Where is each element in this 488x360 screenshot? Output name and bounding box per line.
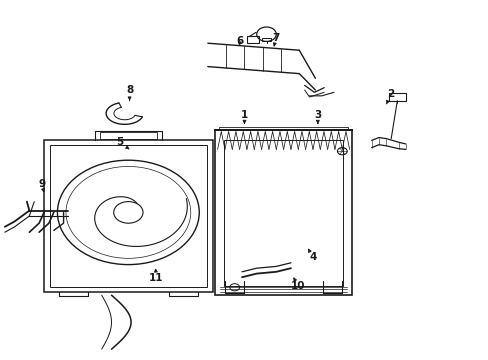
- Bar: [224, 140, 343, 286]
- Bar: [100, 132, 157, 139]
- Text: 4: 4: [308, 249, 316, 262]
- Bar: [219, 127, 347, 130]
- Bar: [246, 36, 258, 43]
- Text: 5: 5: [116, 137, 128, 149]
- Text: 3: 3: [314, 110, 321, 123]
- Text: 2: 2: [386, 89, 394, 104]
- Text: 11: 11: [149, 269, 163, 283]
- Text: 7: 7: [272, 33, 280, 46]
- Text: 10: 10: [290, 278, 305, 291]
- Text: 1: 1: [241, 110, 247, 123]
- Text: 6: 6: [236, 36, 243, 46]
- Bar: [50, 145, 206, 287]
- Text: 8: 8: [126, 85, 133, 100]
- Bar: [215, 130, 351, 295]
- Bar: [261, 38, 271, 41]
- Bar: [44, 140, 212, 292]
- Text: 9: 9: [38, 179, 45, 192]
- Bar: [388, 93, 405, 101]
